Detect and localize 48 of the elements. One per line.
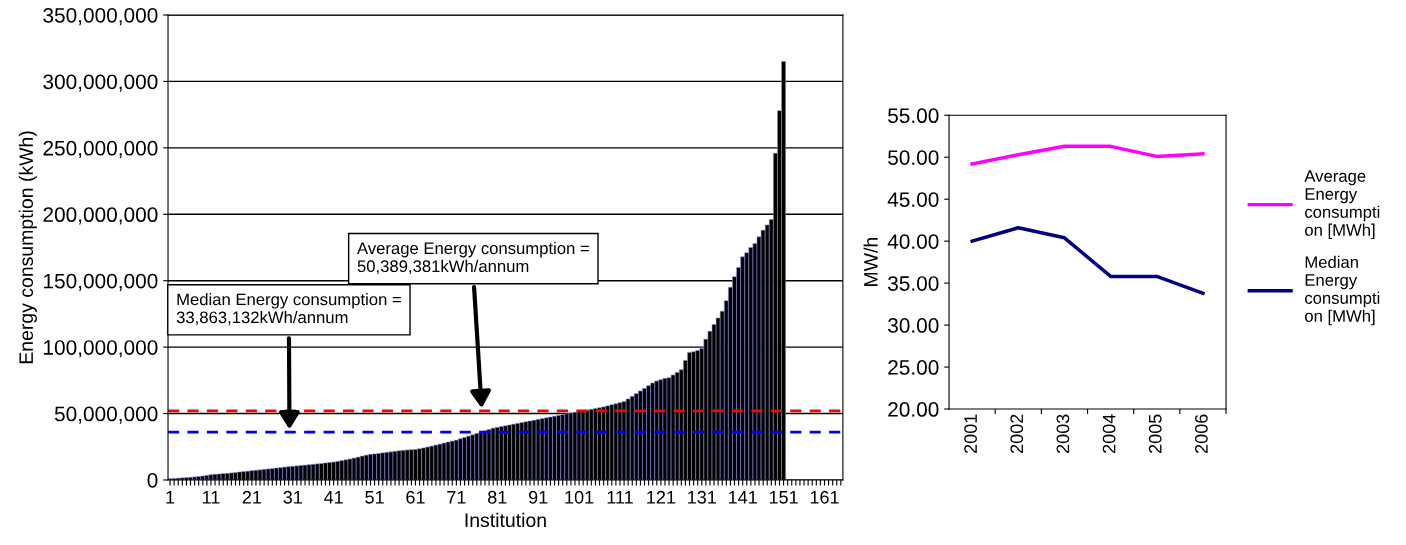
x-tick-label: 81 xyxy=(488,490,507,504)
y-tick-label: 50.00 xyxy=(888,150,939,165)
y-tick-label: 20.00 xyxy=(888,402,939,417)
y-tick-label: 45.00 xyxy=(887,192,939,207)
line-series xyxy=(970,144,1205,166)
x-tick-label: 61 xyxy=(406,490,425,504)
y-tick-label: 35.00 xyxy=(887,276,939,291)
x-tick-label: 2003 xyxy=(1056,414,1070,453)
x-tick-label: 1 xyxy=(166,491,175,504)
x-tick-label: 51 xyxy=(365,491,384,504)
x-tick-label: 131 xyxy=(688,490,716,504)
legend-label: Median Energy consumpti on [MWh] xyxy=(1305,255,1380,326)
y-tick-label: 55.00 xyxy=(888,108,939,124)
annotation: Median Energy consumption = 33,863,132kWh/annum xyxy=(176,293,401,326)
x-tick-label: 11 xyxy=(202,491,220,504)
x-tick-label: 2006 xyxy=(1195,414,1208,453)
y-tick-label: 40.00 xyxy=(887,234,939,249)
y-tick-label: 350,000,000 xyxy=(43,7,158,26)
x-tick-label: 41 xyxy=(324,491,343,504)
x-tick-label: 141 xyxy=(729,491,757,504)
y-axis-title: MW/h xyxy=(863,238,878,286)
y-tick-label: 150,000,000 xyxy=(44,273,158,291)
x-tick-label: 121 xyxy=(647,490,676,504)
x-tick-label: 2002 xyxy=(1010,414,1024,453)
y-tick-label: 250,000,000 xyxy=(43,140,158,159)
y-tick-label: 200,000,000 xyxy=(43,207,158,225)
x-tick-label: 111 xyxy=(607,491,633,504)
x-tick-label: 2001 xyxy=(964,414,977,453)
x-axis-title: Institution xyxy=(465,512,546,528)
y-tick-label: 100,000,000 xyxy=(44,340,158,358)
x-tick-label: 101 xyxy=(565,490,594,504)
y-tick-label: 0 xyxy=(147,472,158,488)
y-tick-label: 30.00 xyxy=(887,318,939,333)
y-tick-label: 300,000,000 xyxy=(43,74,158,92)
legend-label: Average Energy consumpti on [MWh] xyxy=(1304,170,1380,240)
x-tick-label: 151 xyxy=(769,491,798,504)
y-tick-label: 50,000,000 xyxy=(54,406,158,424)
x-tick-label: 71 xyxy=(447,491,466,504)
x-tick-label: 2005 xyxy=(1148,414,1162,453)
x-tick-label: 2004 xyxy=(1102,414,1116,453)
x-tick-label: 31 xyxy=(283,490,302,504)
x-tick-label: 161 xyxy=(810,490,839,504)
annotation: Average Energy consumption = 50,389,381kWh/annum xyxy=(357,241,589,275)
line-series xyxy=(970,225,1205,295)
x-tick-label: 91 xyxy=(528,490,548,504)
x-tick-label: 21 xyxy=(242,490,262,504)
y-axis-title: Energy consumption (kWh) xyxy=(18,131,37,364)
y-tick-label: 25.00 xyxy=(888,360,939,375)
